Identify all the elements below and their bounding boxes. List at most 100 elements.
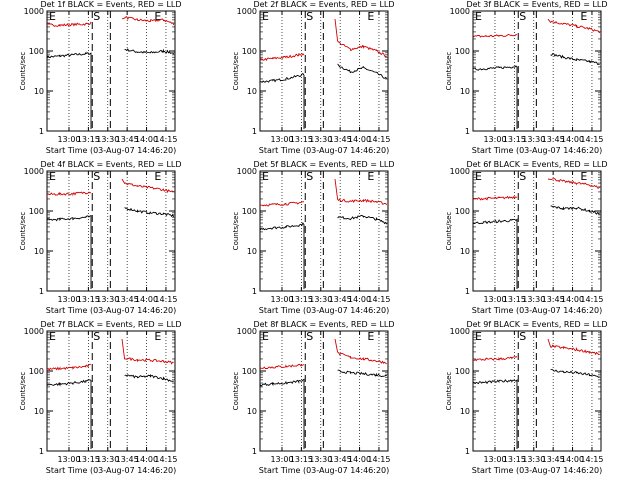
x-tick-label: 13:45 [542,135,565,144]
lld-series-line-seg2 [121,178,174,194]
events-series-line-seg2 [550,53,600,65]
plot-frame [259,170,389,292]
events-series-line-seg2 [337,214,388,225]
y-tick-label: 100 [455,367,470,376]
y-tick-label: 100 [242,47,257,56]
plot-frame [46,10,176,132]
x-tick-label: 14:15 [580,135,603,144]
y-tick-label: 1000 [450,167,470,176]
flare-label-e-start: E [475,170,482,183]
x-tick-label: 13:30 [309,455,332,464]
flare-label-e-end: E [580,10,587,23]
plot-frame [259,330,389,452]
x-axis-label: Start Time (03-Aug-07 14:46:20) [46,306,177,315]
y-tick-label: 1 [39,447,44,456]
x-tick-label: 13:00 [57,295,80,304]
flare-label-e-end: E [154,170,161,183]
flare-label-e-end: E [367,10,374,23]
x-tick-label: 13:30 [96,455,119,464]
y-axis-label: Counts/sec [445,372,453,411]
lld-series-line-seg2 [121,16,175,26]
y-axis-label: Counts/sec [232,372,240,411]
panel-title: Det 6f BLACK = Events, RED = LLD [466,160,607,169]
flare-label-e-end: E [580,170,587,183]
lld-series-line-seg2 [334,18,387,58]
y-tick-label: 1 [465,287,470,296]
x-tick-label: 13:00 [483,295,506,304]
x-tick-label: 13:45 [329,295,352,304]
y-tick-label: 1000 [237,327,257,336]
panel-title: Det 8f BLACK = Events, RED = LLD [253,320,394,329]
x-axis-label: Start Time (03-Aug-07 14:46:20) [46,466,177,475]
lld-series-line-seg1 [472,356,518,362]
x-tick-label: 13:15 [290,295,313,304]
lld-series-line-seg1 [46,21,92,27]
y-tick-label: 1 [252,447,257,456]
y-tick-label: 1 [465,447,470,456]
y-axis-label: Counts/sec [232,52,240,91]
flare-label-e-end: E [154,330,161,343]
flare-label-e-start: E [262,170,269,183]
y-tick-label: 100 [455,47,470,56]
flare-label-s: S [519,330,526,343]
y-tick-label: 1 [39,287,44,296]
y-tick-label: 10 [247,87,257,96]
x-tick-label: 14:00 [561,295,584,304]
flare-label-e-end: E [580,330,587,343]
y-tick-label: 1000 [450,7,470,16]
x-tick-label: 13:30 [309,135,332,144]
x-tick-label: 13:30 [96,295,119,304]
x-tick-label: 14:15 [154,455,177,464]
y-tick-label: 100 [29,47,44,56]
panel-title: Det 4f BLACK = Events, RED = LLD [40,160,181,169]
x-tick-label: 14:15 [367,135,390,144]
panel-title: Det 3f BLACK = Events, RED = LLD [466,0,607,9]
lld-series-line-seg1 [259,363,305,369]
lld-series-line-seg1 [46,363,91,371]
y-tick-label: 1000 [237,7,257,16]
plot-frame [46,330,176,452]
x-tick-label: 13:45 [116,295,139,304]
y-tick-label: 1000 [450,327,470,336]
x-tick-label: 13:15 [77,295,100,304]
lld-series-line-seg1 [472,195,518,201]
flare-label-e-start: E [475,10,482,23]
flare-label-s: S [93,10,100,23]
x-tick-label: 14:00 [561,135,584,144]
x-axis-label: Start Time (03-Aug-07 14:46:20) [259,146,390,155]
x-tick-label: 13:15 [77,455,100,464]
y-axis-label: Counts/sec [19,212,27,251]
x-tick-label: 13:45 [116,135,139,144]
y-tick-label: 100 [242,207,257,216]
events-series-line-seg1 [472,218,518,289]
x-tick-label: 14:00 [348,295,371,304]
events-series-line-seg1 [46,379,92,449]
plot-frame [46,170,176,292]
panel-title: Det 1f BLACK = Events, RED = LLD [40,0,181,9]
panel-title: Det 9f BLACK = Events, RED = LLD [466,320,607,329]
events-series-line-seg1 [46,214,92,289]
flare-label-e-start: E [475,330,482,343]
events-series-line-seg1 [46,51,92,129]
y-tick-label: 10 [34,247,44,256]
y-tick-label: 10 [247,247,257,256]
events-series-line-seg2 [550,368,600,378]
y-tick-label: 100 [455,207,470,216]
x-tick-label: 13:00 [483,135,506,144]
x-axis-label: Start Time (03-Aug-07 14:46:20) [472,146,603,155]
events-series-line-seg1 [259,72,305,129]
plot-frame [259,10,389,132]
events-series-line-seg2 [124,374,174,382]
y-tick-label: 100 [29,207,44,216]
x-tick-label: 13:00 [270,135,293,144]
events-series-line-seg2 [124,207,175,218]
y-tick-label: 1 [252,287,257,296]
x-tick-label: 13:00 [270,295,293,304]
x-axis-label: Start Time (03-Aug-07 14:46:20) [259,306,390,315]
plot-frame [472,10,602,132]
flare-label-e-end: E [154,10,161,23]
events-series-line-seg2 [124,48,175,55]
lld-series-line-seg2 [121,338,174,365]
